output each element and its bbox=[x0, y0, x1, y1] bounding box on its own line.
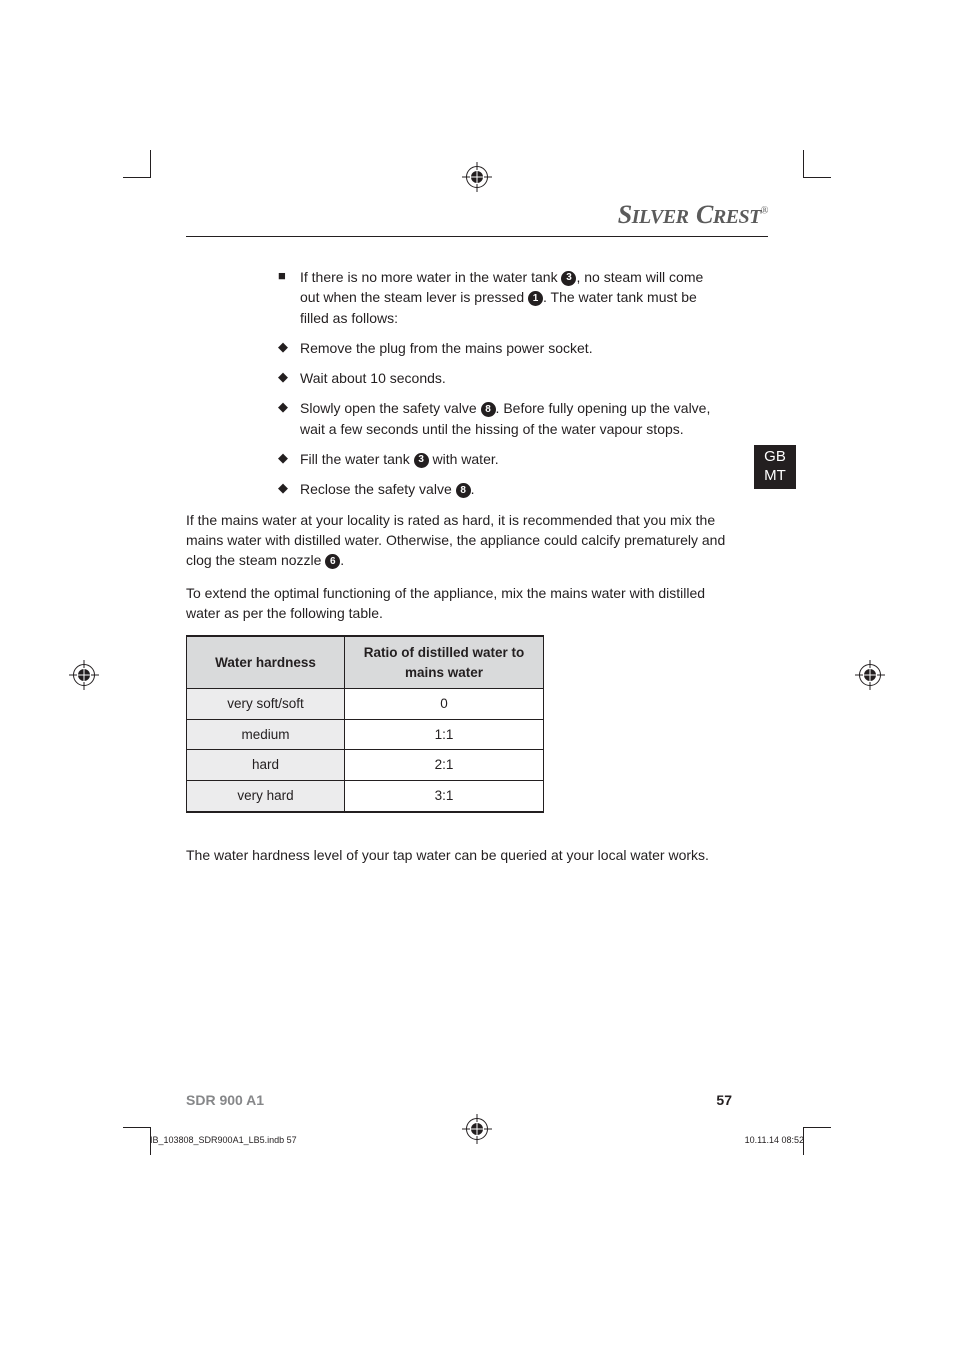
diamond-bullet-icon: ◆ bbox=[278, 368, 300, 388]
diamond-bullet-icon: ◆ bbox=[278, 398, 300, 439]
table-cell: 0 bbox=[345, 689, 544, 720]
table-cell: 1:1 bbox=[345, 719, 544, 750]
language-tab: GB MT bbox=[754, 445, 796, 489]
table-row: very hard 3:1 bbox=[187, 780, 544, 811]
table-cell: 3:1 bbox=[345, 780, 544, 811]
crop-mark bbox=[803, 150, 831, 178]
brand-logo: SILVER CREST® bbox=[186, 200, 768, 230]
registration-mark bbox=[466, 166, 488, 188]
text: Remove the plug from the mains power soc… bbox=[300, 338, 726, 358]
lang-code: GB bbox=[754, 448, 796, 467]
registration-mark bbox=[859, 664, 881, 686]
table-cell: very soft/soft bbox=[187, 689, 345, 720]
print-metadata: IB_103808_SDR900A1_LB5.indb 57 10.11.14 … bbox=[150, 1135, 804, 1145]
text: . bbox=[471, 481, 475, 497]
diamond-bullet-icon: ◆ bbox=[278, 449, 300, 469]
lang-code: MT bbox=[754, 467, 796, 486]
text: Reclose the safety valve bbox=[300, 481, 456, 497]
table-row: very soft/soft 0 bbox=[187, 689, 544, 720]
text: Wait about 10 seconds. bbox=[300, 368, 726, 388]
ref-badge-8: 8 bbox=[456, 483, 471, 498]
list-item: ◆ Slowly open the safety valve 8. Before… bbox=[278, 398, 726, 439]
list-item: ■ If there is no more water in the water… bbox=[278, 267, 726, 328]
crop-mark bbox=[123, 150, 151, 178]
table-cell: 2:1 bbox=[345, 750, 544, 781]
text: . bbox=[340, 552, 344, 568]
list-item: ◆ Remove the plug from the mains power s… bbox=[278, 338, 726, 358]
table-cell: hard bbox=[187, 750, 345, 781]
ref-badge-1: 1 bbox=[528, 291, 543, 306]
square-bullet-icon: ■ bbox=[278, 267, 300, 328]
ref-badge-3: 3 bbox=[561, 271, 576, 286]
diamond-bullet-icon: ◆ bbox=[278, 479, 300, 499]
table-header: Water hardness bbox=[187, 636, 345, 689]
ref-badge-8: 8 bbox=[481, 402, 496, 417]
page-number: 57 bbox=[716, 1092, 732, 1108]
water-hardness-table: Water hardness Ratio of distilled water … bbox=[186, 635, 544, 812]
table-header: Ratio of distilled water to mains water bbox=[345, 636, 544, 689]
ref-badge-6: 6 bbox=[325, 554, 340, 569]
table-cell: medium bbox=[187, 719, 345, 750]
print-file: IB_103808_SDR900A1_LB5.indb 57 bbox=[150, 1135, 297, 1145]
ref-badge-3: 3 bbox=[414, 453, 429, 468]
list-item: ◆ Fill the water tank 3 with water. bbox=[278, 449, 726, 469]
text: If the mains water at your locality is r… bbox=[186, 512, 725, 569]
registration-mark bbox=[73, 664, 95, 686]
text: with water. bbox=[429, 451, 499, 467]
text: The water hardness level of your tap wat… bbox=[186, 845, 726, 865]
page-content: SILVER CREST® ■ If there is no more wate… bbox=[186, 200, 768, 877]
crop-mark bbox=[123, 1127, 151, 1155]
page-footer: SDR 900 A1 57 bbox=[186, 1092, 732, 1108]
text: To extend the optimal functioning of the… bbox=[186, 583, 726, 624]
list-item: ◆ Reclose the safety valve 8. bbox=[278, 479, 726, 499]
text: Slowly open the safety valve bbox=[300, 400, 481, 416]
crop-mark bbox=[803, 1127, 831, 1155]
print-date: 10.11.14 08:52 bbox=[745, 1135, 804, 1145]
list-item: ◆ Wait about 10 seconds. bbox=[278, 368, 726, 388]
model-number: SDR 900 A1 bbox=[186, 1092, 264, 1108]
body-text: ■ If there is no more water in the water… bbox=[278, 267, 726, 865]
text: If there is no more water in the water t… bbox=[300, 269, 561, 285]
text: Fill the water tank bbox=[300, 451, 414, 467]
header-rule bbox=[186, 236, 768, 237]
table-row: medium 1:1 bbox=[187, 719, 544, 750]
table-cell: very hard bbox=[187, 780, 345, 811]
diamond-bullet-icon: ◆ bbox=[278, 338, 300, 358]
table-row: hard 2:1 bbox=[187, 750, 544, 781]
